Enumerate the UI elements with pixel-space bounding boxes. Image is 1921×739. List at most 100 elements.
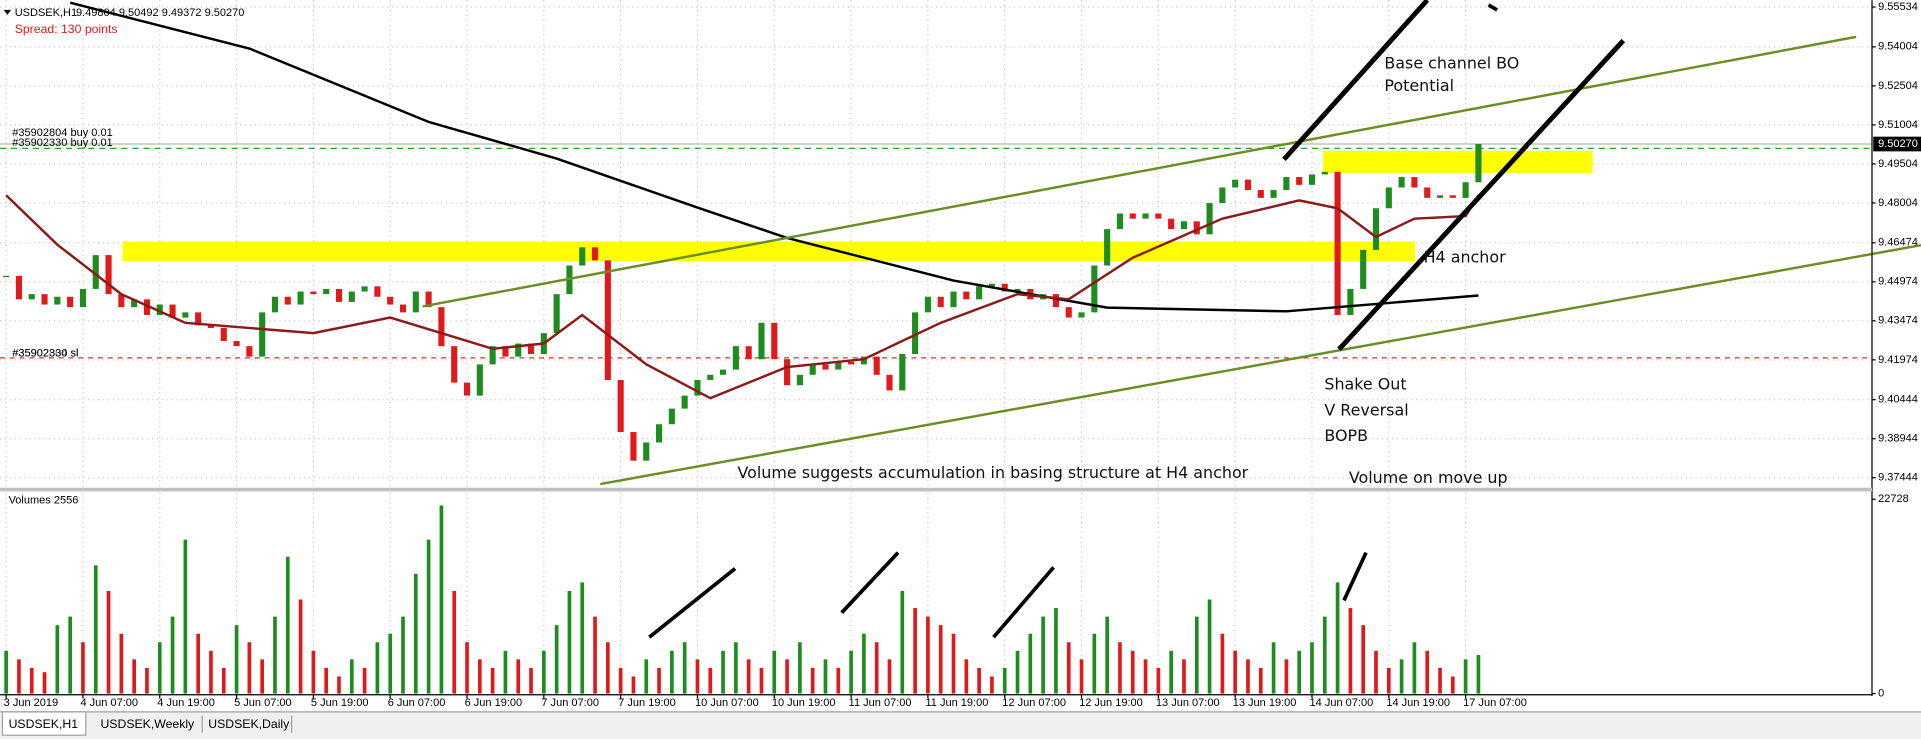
- volume-bar: [1361, 625, 1366, 694]
- candle: [1347, 288, 1354, 315]
- annotation: Shake Out: [1324, 375, 1406, 394]
- volume-bar: [887, 659, 892, 694]
- volume-bar: [567, 590, 572, 694]
- y-tick-label: 22728: [1878, 493, 1909, 505]
- volume-bar: [1118, 642, 1122, 694]
- symbol: USDSEK,H1: [15, 7, 77, 19]
- candle: [1168, 218, 1175, 230]
- volume-bar: [721, 650, 725, 694]
- volume-bar: [516, 659, 521, 694]
- y-tick-label: 9.49504: [1878, 158, 1918, 170]
- volume-bar: [593, 616, 597, 694]
- candle: [784, 359, 791, 386]
- annotation-line: [1487, 3, 1499, 12]
- volume-bar: [1386, 667, 1391, 694]
- tab[interactable]: USDSEK,H1: [9, 717, 79, 731]
- order-label: #35902804 buy 0.01: [12, 127, 112, 139]
- annotation: Volume suggests accumulation in basing s…: [738, 463, 1249, 482]
- volume-bar: [746, 659, 751, 694]
- volume-bar: [1335, 582, 1340, 694]
- candle: [67, 296, 74, 308]
- volume-bar: [554, 625, 559, 694]
- volume-bar: [260, 659, 265, 694]
- volume-bar: [1079, 659, 1084, 694]
- x-tick-label: 11 Jun 19:00: [925, 697, 988, 709]
- candle: [1411, 177, 1418, 188]
- candle: [988, 283, 995, 287]
- candle: [476, 364, 483, 396]
- candle: [79, 288, 87, 308]
- volume-bar: [849, 650, 853, 694]
- y-tick-label: 9.37444: [1878, 472, 1918, 484]
- volume-bar: [913, 608, 917, 694]
- candle: [1180, 221, 1188, 230]
- candle: [297, 291, 304, 305]
- candle: [1116, 213, 1124, 230]
- candle: [143, 299, 151, 315]
- volume-bar: [324, 667, 329, 694]
- candle: [1372, 208, 1380, 250]
- order-label: #35902330 buy 0.01: [12, 137, 112, 149]
- candle: [591, 247, 599, 261]
- candle: [1142, 213, 1149, 219]
- volume-bar: [1322, 616, 1327, 694]
- tab[interactable]: USDSEK,Weekly: [100, 717, 195, 731]
- y-tick-label: 9.38944: [1878, 433, 1918, 445]
- candle: [1296, 177, 1303, 185]
- y-tick-label: 9.46474: [1878, 237, 1918, 249]
- volume-bar: [734, 642, 738, 694]
- tab[interactable]: USDSEK,Daily: [208, 717, 290, 731]
- volume-title: Volumes 2556: [9, 495, 79, 507]
- volume-bar: [926, 616, 930, 694]
- y-tick-label: 9.44974: [1878, 276, 1918, 288]
- candle: [950, 291, 957, 308]
- volume-bar: [529, 667, 533, 694]
- volume-bar: [349, 659, 354, 694]
- volume-bar: [17, 659, 21, 694]
- candle: [1283, 177, 1290, 191]
- volume-bar: [196, 633, 201, 694]
- candle: [630, 432, 637, 461]
- volume-bar: [1105, 616, 1109, 694]
- candle: [732, 346, 739, 370]
- candle: [1449, 195, 1456, 198]
- volume-bar: [145, 667, 149, 694]
- candle: [233, 340, 240, 347]
- volume-bar: [606, 642, 610, 694]
- tab-active[interactable]: [1, 711, 87, 736]
- x-tick-label: 12 Jun 19:00: [1079, 697, 1143, 709]
- menu-arrow[interactable]: [3, 9, 12, 15]
- candle: [822, 364, 829, 370]
- candle: [182, 312, 189, 318]
- volume-bar: [938, 625, 943, 694]
- candle: [195, 312, 202, 326]
- candle: [899, 353, 906, 391]
- h4-anchor-zone: [122, 241, 1416, 262]
- candle: [1014, 288, 1021, 292]
- candle: [348, 291, 355, 302]
- candle: [1193, 221, 1200, 235]
- volume-bar: [68, 616, 72, 694]
- candle: [643, 442, 650, 461]
- volume-bar: [234, 625, 239, 694]
- volume-bar: [93, 565, 98, 694]
- candle: [28, 294, 35, 300]
- candle: [1475, 144, 1482, 183]
- volume-bar: [1476, 655, 1481, 694]
- volume-bar: [81, 642, 85, 694]
- candle: [118, 294, 125, 308]
- volume-bar: [477, 659, 482, 694]
- volume-bar: [1374, 650, 1378, 694]
- candle: [502, 346, 509, 357]
- volume-bar: [1220, 633, 1225, 694]
- volume-bar: [298, 599, 303, 694]
- candle: [1001, 283, 1008, 292]
- candle: [1244, 179, 1252, 191]
- volume-bar: [1054, 608, 1058, 694]
- candle: [489, 346, 496, 365]
- y-tick-label: 0: [1878, 687, 1884, 699]
- volume-bar: [874, 642, 879, 694]
- volume-bar: [1399, 659, 1404, 694]
- candle: [720, 369, 727, 375]
